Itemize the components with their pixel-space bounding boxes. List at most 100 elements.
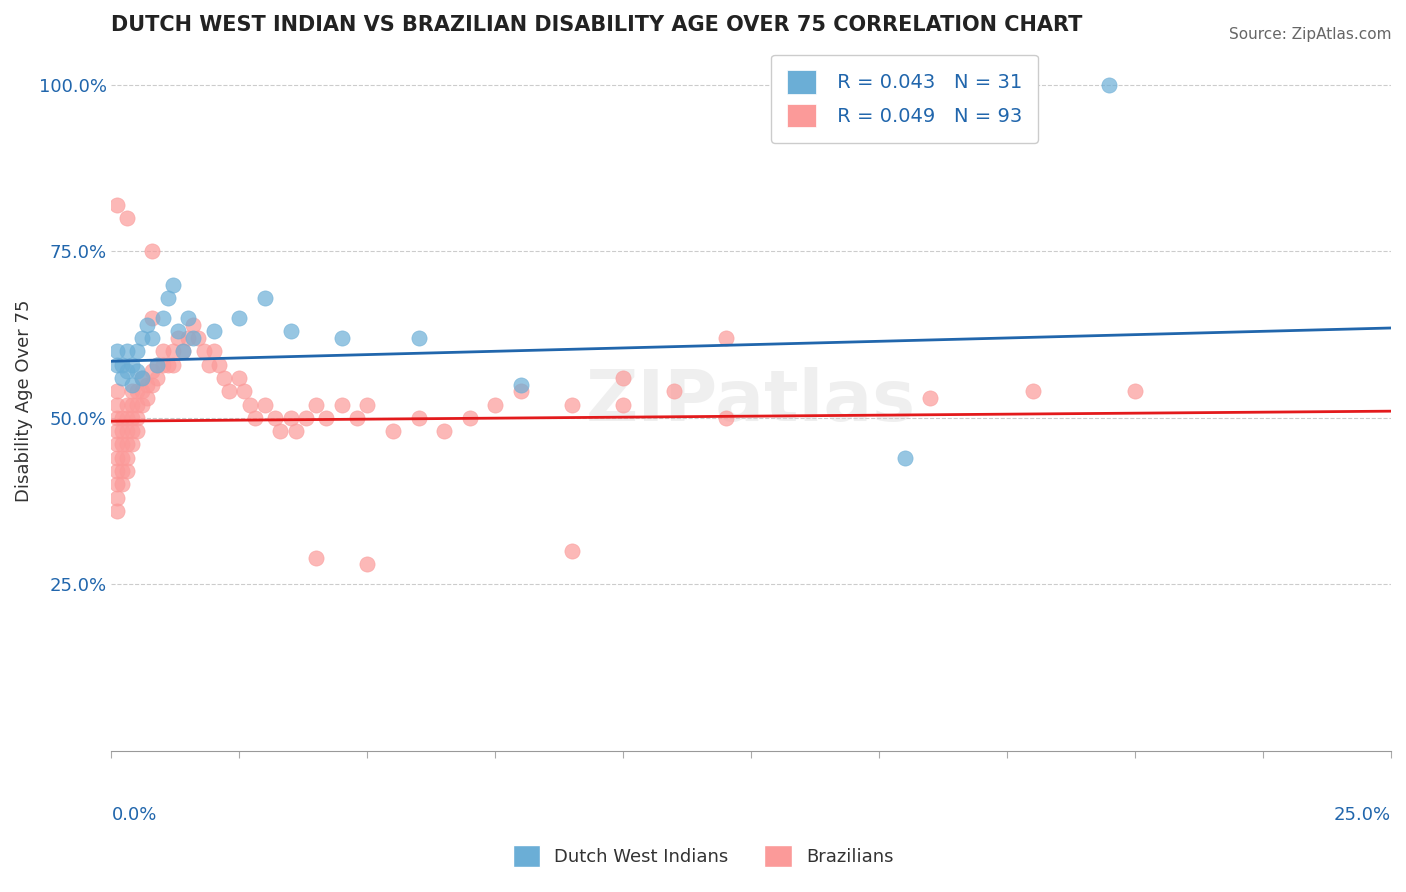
Point [111,371,134,385]
Point [136,377,159,392]
Point [269,424,291,438]
Point [105,477,128,491]
Point [330,397,353,411]
Point [131,371,153,385]
Point [141,311,163,326]
Text: Source: ZipAtlas.com: Source: ZipAtlas.com [1229,27,1392,42]
Point [612,397,634,411]
Point [162,358,184,372]
Point [121,397,143,411]
Point [111,450,134,465]
Point [115,364,138,378]
Point [561,544,583,558]
Point [218,384,240,399]
Point [121,384,143,399]
Point [136,318,159,332]
Point [172,344,194,359]
Point [172,344,194,359]
Point [115,344,138,359]
Point [280,324,302,338]
Point [253,397,276,411]
Point [141,244,163,259]
Point [125,424,148,438]
Point [125,384,148,399]
Point [111,424,134,438]
Point [264,410,287,425]
Point [131,397,153,411]
Point [115,211,138,226]
Point [714,331,737,345]
Point [315,410,337,425]
Legend:  R = 0.043   N = 31,  R = 0.049   N = 93: R = 0.043 N = 31, R = 0.049 N = 93 [772,54,1038,143]
Point [167,324,190,338]
Point [105,491,128,505]
Text: 0.0%: 0.0% [111,806,157,824]
Point [295,410,318,425]
Point [136,391,159,405]
Point [228,311,250,326]
Point [121,358,143,372]
Point [253,291,276,305]
Point [115,424,138,438]
Point [233,384,256,399]
Point [111,437,134,451]
Point [105,410,128,425]
Point [458,410,481,425]
Point [121,377,143,392]
Point [197,358,219,372]
Point [111,410,134,425]
Point [181,318,204,332]
Point [131,384,153,399]
Point [177,311,200,326]
Point [305,397,328,411]
Point [1098,78,1121,92]
Point [125,410,148,425]
Point [141,331,163,345]
Point [105,344,128,359]
Point [121,424,143,438]
Point [1123,384,1146,399]
Point [146,358,169,372]
Point [141,377,163,392]
Point [484,397,506,411]
Y-axis label: Disability Age Over 75: Disability Age Over 75 [15,300,32,502]
Point [714,410,737,425]
Point [561,397,583,411]
Point [105,424,128,438]
Point [356,558,378,572]
Point [115,464,138,478]
Point [1022,384,1045,399]
Point [208,358,231,372]
Point [146,358,169,372]
Point [156,358,179,372]
Point [181,331,204,345]
Point [105,450,128,465]
Point [356,397,378,411]
Point [346,410,368,425]
Point [187,331,209,345]
Point [177,331,200,345]
Point [141,364,163,378]
Point [152,311,174,326]
Point [156,291,179,305]
Point [202,324,225,338]
Point [115,437,138,451]
Point [146,371,169,385]
Point [105,504,128,518]
Point [239,397,262,411]
Point [115,397,138,411]
Text: ZIPatlas: ZIPatlas [586,367,917,435]
Point [193,344,215,359]
Text: 25.0%: 25.0% [1334,806,1391,824]
Text: DUTCH WEST INDIAN VS BRAZILIAN DISABILITY AGE OVER 75 CORRELATION CHART: DUTCH WEST INDIAN VS BRAZILIAN DISABILIT… [111,15,1083,35]
Point [167,331,190,345]
Point [509,377,531,392]
Point [152,358,174,372]
Point [893,450,915,465]
Point [121,410,143,425]
Point [664,384,686,399]
Point [509,384,531,399]
Point [202,344,225,359]
Point [105,198,128,212]
Point [105,384,128,399]
